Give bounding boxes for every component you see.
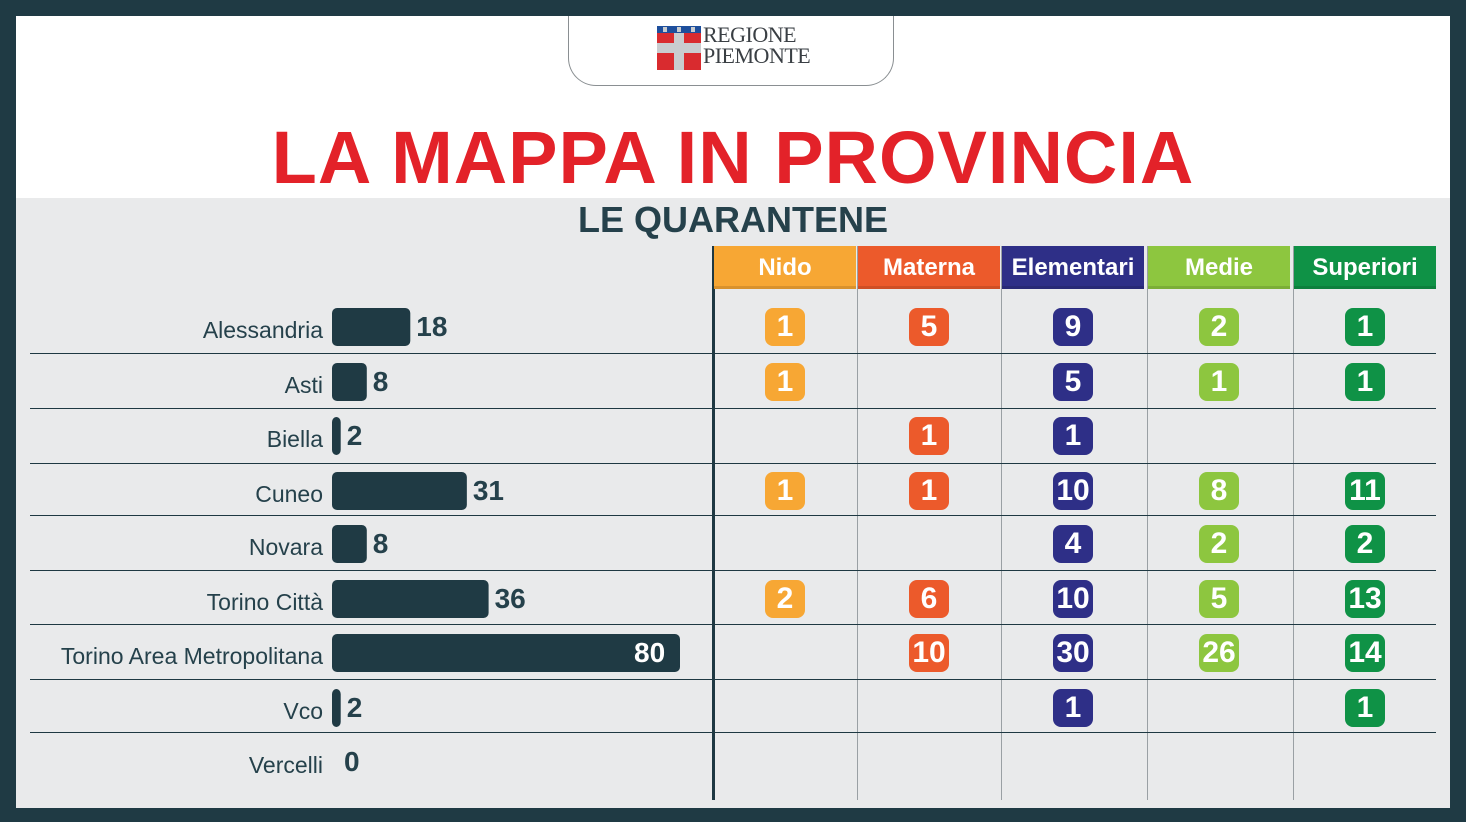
piemonte-crest-icon: [657, 26, 701, 70]
count-badge-medie: 5: [1199, 580, 1239, 618]
bar: [332, 472, 467, 510]
logo-line-1: REGIONE: [703, 22, 797, 47]
bar-chart: [332, 308, 680, 727]
column-divider: [1293, 246, 1294, 800]
page-subtitle: LE QUARANTENE: [577, 199, 888, 240]
count-badge-elementari: 10: [1053, 580, 1093, 618]
count-badge-materna: 5: [909, 308, 949, 346]
category-label: Vco: [283, 698, 323, 724]
count-badge-elementari: 10: [1053, 472, 1093, 510]
category-label: Biella: [266, 426, 323, 452]
count-badge-elementari: 30: [1053, 634, 1093, 672]
row-separator: [30, 732, 1436, 733]
count-badge-medie: 2: [1199, 525, 1239, 563]
count-badge-elementari: 1: [1053, 417, 1093, 455]
count-badge-superiori: 2: [1345, 525, 1385, 563]
bar-value-label: 36: [494, 583, 526, 614]
bar: [332, 580, 489, 618]
bar: [332, 634, 680, 672]
bar: [332, 363, 367, 401]
count-badge-materna: 6: [909, 580, 949, 618]
category-label: Novara: [248, 534, 323, 560]
count-badge-medie: 26: [1199, 634, 1239, 672]
page-title: LA MAPPA IN PROVINCIA: [271, 116, 1195, 199]
count-badge-superiori: 1: [1345, 308, 1385, 346]
bar-value-label: 8: [372, 366, 389, 397]
row-separator: [30, 463, 1436, 464]
bar-value-label: 18: [416, 311, 448, 342]
column-divider: [857, 246, 858, 800]
row-separator: [30, 624, 1436, 625]
category-label: Alessandria: [202, 317, 323, 343]
row-separator: [30, 570, 1436, 571]
count-badge-elementari: 9: [1053, 308, 1093, 346]
bar: [332, 689, 341, 727]
count-badge-medie: 2: [1199, 308, 1239, 346]
bar-value-label: 80: [634, 637, 666, 668]
column-header-elementari: Elementari: [1002, 246, 1144, 289]
infographic-canvas: REGIONE PIEMONTE LA MAPPA IN PROVINCIA L…: [16, 16, 1450, 808]
row-separator: [30, 353, 1436, 354]
count-badge-elementari: 5: [1053, 363, 1093, 401]
bar-value-label: 2: [346, 420, 363, 451]
count-badge-medie: 1: [1199, 363, 1239, 401]
count-badge-superiori: 13: [1345, 580, 1385, 618]
category-label: Torino Area Metropolitana: [60, 643, 323, 669]
count-badge-elementari: 1: [1053, 689, 1093, 727]
count-badge-elementari: 4: [1053, 525, 1093, 563]
bar-value-label: 0: [344, 746, 360, 777]
row-separator: [30, 515, 1436, 516]
count-badge-materna: 10: [909, 634, 949, 672]
count-badge-materna: 1: [909, 472, 949, 510]
category-label: Torino Città: [206, 589, 323, 615]
count-badge-materna: 1: [909, 417, 949, 455]
category-label: Vercelli: [248, 752, 323, 778]
count-badge-nido: 2: [765, 580, 805, 618]
column-header-nido: Nido: [714, 246, 856, 289]
bar: [332, 417, 341, 455]
count-badge-superiori: 1: [1345, 363, 1385, 401]
logo-tab: REGIONE PIEMONTE: [568, 16, 894, 86]
bar-value-label: 31: [472, 475, 504, 506]
row-separator: [30, 679, 1436, 680]
row-separator: [30, 408, 1436, 409]
column-header-materna: Materna: [858, 246, 1000, 289]
count-badge-medie: 8: [1199, 472, 1239, 510]
chart-table-divider: [712, 246, 715, 800]
bar-value-label: 8: [372, 528, 389, 559]
bar: [332, 308, 411, 346]
count-badge-superiori: 14: [1345, 634, 1385, 672]
logo-text: REGIONE PIEMONTE: [703, 22, 811, 68]
column-header-superiori: Superiori: [1294, 246, 1436, 289]
bar-value-label: 2: [346, 692, 363, 723]
count-badge-superiori: 1: [1345, 689, 1385, 727]
count-badge-nido: 1: [765, 363, 805, 401]
column-header-medie: Medie: [1148, 246, 1290, 289]
column-divider: [1147, 246, 1148, 800]
count-badge-nido: 1: [765, 472, 805, 510]
logo-line-2: PIEMONTE: [703, 43, 811, 68]
count-badge-superiori: 11: [1345, 472, 1385, 510]
column-divider: [1001, 246, 1002, 800]
bar: [332, 525, 367, 563]
category-label: Asti: [284, 372, 323, 398]
category-label: Cuneo: [255, 481, 323, 507]
count-badge-nido: 1: [765, 308, 805, 346]
